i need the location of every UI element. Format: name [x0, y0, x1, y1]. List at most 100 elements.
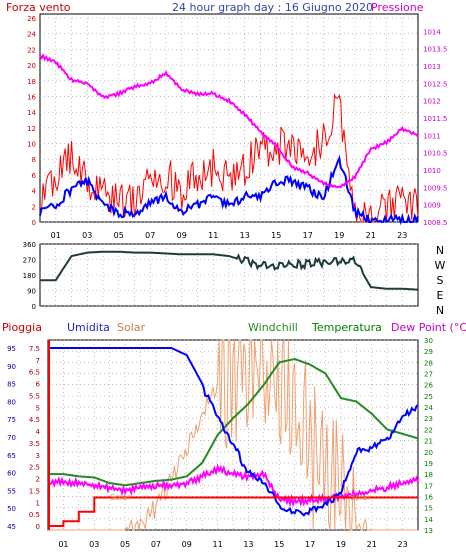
wind-gust-line	[39, 93, 419, 223]
compass-label: W	[435, 259, 446, 272]
x-tick-label: 01	[51, 231, 61, 240]
tick-label: 23	[424, 415, 433, 423]
x-tick-label: 15	[271, 231, 281, 240]
tick-label: 50	[7, 505, 16, 513]
tick-label: 60	[7, 470, 16, 478]
wind-direction-series	[40, 250, 418, 291]
tick-label: 1009.5	[423, 184, 448, 192]
tick-label: 28	[424, 359, 433, 367]
tick-label: 1011.5	[423, 115, 448, 123]
temperature-line	[48, 357, 419, 487]
x-tick-label: 19	[334, 231, 344, 240]
tick-label: 3	[36, 452, 40, 460]
humidity-axis: 45 50 55 60 65 70 75 80 85 90 95	[7, 345, 16, 531]
humidity-temperature-series	[47, 339, 419, 532]
wind-direction-plot-area	[39, 243, 419, 307]
humidity-temperature-grid	[48, 339, 418, 531]
tick-label: 5	[36, 404, 40, 412]
tick-label: 4.5	[29, 416, 40, 424]
tick-label: 2	[36, 476, 40, 484]
windchill-label: Windchill	[248, 321, 298, 334]
tick-label: 22	[424, 426, 433, 434]
tick-label: 18	[424, 471, 433, 479]
tick-label: 20	[27, 62, 36, 70]
tick-label: 0	[32, 219, 36, 227]
tick-label: 27	[424, 371, 433, 379]
tick-label: 4	[32, 188, 37, 196]
tick-label: 180	[23, 272, 36, 280]
tick-label: 65	[7, 452, 16, 460]
tick-label: 6.5	[29, 369, 40, 377]
solar-unit-right: Solar	[350, 493, 371, 502]
temperature-axis: 13 14 15 16 17 18 19 20 21 22 23 24 25 26 27 28 29 30	[424, 337, 433, 535]
x-tick-label: 09	[182, 540, 192, 549]
tick-label: 17	[424, 482, 433, 490]
tick-label: 15	[424, 505, 433, 513]
x-tick-label: 05	[120, 540, 130, 549]
tick-label: 1010.5	[423, 150, 448, 158]
solar-line	[48, 339, 418, 532]
tick-label: 4	[36, 428, 41, 436]
rain-line	[48, 496, 418, 527]
x-tick-label: 21	[367, 540, 377, 549]
tick-label: 16	[424, 493, 433, 501]
time-axis-bottom: 01 03 05 07 09 11 13 15 17 19 21 23	[58, 540, 407, 549]
x-tick-label: 23	[397, 540, 407, 549]
tick-label: 26	[424, 382, 433, 390]
tick-label: 1013	[423, 63, 441, 71]
tick-label: 0	[32, 303, 36, 311]
tick-label: 0.5	[29, 511, 40, 519]
tick-label: 1014	[423, 28, 441, 36]
wind-direction-line	[40, 250, 418, 291]
compass-label: E	[437, 289, 444, 302]
tick-label: 1010	[423, 167, 441, 175]
tick-label: 19	[424, 460, 433, 468]
solar-unit-left: Solar	[110, 493, 131, 502]
tick-label: 1.5	[29, 487, 40, 495]
tick-label: 70	[7, 434, 16, 442]
tick-label: 30	[424, 337, 433, 345]
time-axis-top: 01 03 05 07 09 11 13 15 17 19 21 23	[51, 231, 408, 240]
wind-direction-axis: 0 90 180 270 360	[23, 241, 36, 311]
x-tick-label: 07	[151, 540, 161, 549]
tick-label: 24	[27, 31, 36, 39]
x-tick-label: 05	[114, 231, 124, 240]
x-tick-label: 07	[145, 231, 155, 240]
x-tick-label: 17	[303, 231, 313, 240]
tick-label: 5.5	[29, 392, 40, 400]
tick-label: 13	[424, 527, 433, 535]
x-tick-label: 23	[397, 231, 407, 240]
x-tick-label: 15	[274, 540, 284, 549]
wind-pressure-grid	[40, 14, 418, 223]
tick-label: 26	[27, 15, 36, 23]
compass-label: N	[436, 304, 444, 317]
x-tick-label: 09	[177, 231, 187, 240]
temperature-label: Temperatura	[311, 321, 382, 334]
tick-label: 45	[7, 523, 16, 531]
rain-axis: 0 0.5 1 1.5 2 2.5 3 3.5 4 4.5 5 5.5 6 6.5 7 7.5	[29, 345, 41, 531]
tick-label: 1011	[423, 132, 441, 140]
tick-label: 1012	[423, 98, 441, 106]
tick-label: 25	[424, 393, 433, 401]
x-tick-label: 19	[336, 540, 346, 549]
tick-label: 12	[27, 125, 36, 133]
x-tick-label: 17	[305, 540, 315, 549]
x-tick-label: 21	[366, 231, 376, 240]
pressure-label: Pressione	[371, 1, 424, 14]
tick-label: 1008.5	[423, 219, 448, 227]
tick-label: 18	[27, 78, 36, 86]
tick-label: 1012.5	[423, 80, 448, 88]
x-tick-label: 01	[58, 540, 68, 549]
tick-label: 1009	[423, 202, 441, 210]
tick-label: 7.5	[29, 345, 40, 353]
tick-label: 2.5	[29, 464, 40, 472]
tick-label: 7	[36, 357, 40, 365]
tick-label: 55	[7, 487, 16, 495]
rain-label: Pioggia	[2, 321, 42, 334]
tick-label: 14	[424, 516, 433, 524]
tick-label: 85	[7, 381, 16, 389]
tick-label: 6	[36, 381, 41, 389]
